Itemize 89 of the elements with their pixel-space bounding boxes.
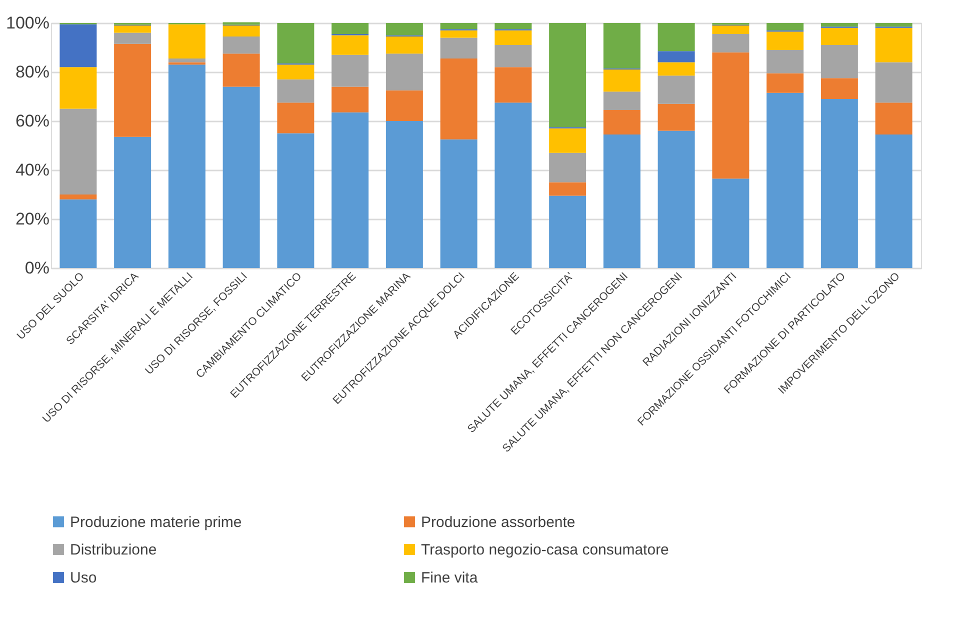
bar <box>766 32 804 50</box>
bar <box>549 182 586 196</box>
bar <box>494 23 532 30</box>
bar <box>603 70 640 92</box>
bar <box>494 30 532 46</box>
y-tick-label: 100% <box>6 14 50 32</box>
y-tick-label: 80% <box>15 62 50 82</box>
bar <box>168 58 206 62</box>
bar <box>875 62 912 103</box>
bar <box>60 67 97 109</box>
legend-label: Fine vita <box>421 570 478 586</box>
bar <box>440 23 478 30</box>
bar <box>875 23 912 27</box>
bar <box>277 23 314 64</box>
bar <box>875 102 912 134</box>
bar <box>386 90 423 121</box>
bar <box>222 54 260 87</box>
bar <box>168 62 206 65</box>
legend-label: Distribuzione <box>70 542 157 558</box>
bar <box>277 64 314 80</box>
bar <box>114 136 152 268</box>
bar <box>712 52 750 179</box>
bar <box>60 108 97 194</box>
bar <box>875 134 912 268</box>
bar <box>766 73 804 93</box>
bar <box>549 23 586 128</box>
bar <box>875 28 912 62</box>
bar <box>494 67 532 103</box>
bar <box>440 139 478 268</box>
bar <box>603 92 640 110</box>
bar <box>820 45 858 78</box>
bar <box>277 79 314 103</box>
bar <box>332 35 369 55</box>
bar <box>277 133 314 268</box>
bar <box>712 34 750 52</box>
bar <box>820 78 858 99</box>
bar <box>332 23 369 34</box>
bar <box>60 194 97 200</box>
bar <box>386 121 423 268</box>
bar <box>820 23 858 27</box>
bar <box>766 92 804 268</box>
bar <box>114 25 152 33</box>
bar <box>494 45 532 68</box>
bar <box>766 23 804 30</box>
bar <box>332 86 369 112</box>
bar <box>440 58 478 140</box>
bar <box>114 44 152 137</box>
bar <box>712 25 750 34</box>
bar <box>603 23 640 68</box>
legend-label: Produzione assorbente <box>421 514 576 531</box>
bar <box>766 50 804 74</box>
bar <box>658 51 695 62</box>
y-tick-label: 40% <box>15 160 50 180</box>
bar <box>440 30 478 38</box>
bar <box>168 24 206 59</box>
bar <box>60 24 97 68</box>
legend-label: Trasporto negozio-casa consumatore <box>421 542 669 558</box>
bar <box>332 54 369 87</box>
bar <box>494 102 532 268</box>
bar <box>386 36 423 54</box>
bar <box>332 112 369 268</box>
bar <box>440 38 478 59</box>
bar <box>820 28 858 46</box>
bar <box>222 86 260 268</box>
bar <box>114 32 152 44</box>
bar <box>222 36 260 54</box>
legend-label: Uso <box>70 570 97 586</box>
bar <box>60 199 97 268</box>
bar <box>658 23 695 52</box>
bar <box>277 102 314 134</box>
bar <box>549 128 586 153</box>
bar <box>603 134 640 268</box>
bar <box>603 110 640 134</box>
bar <box>658 130 695 268</box>
bar <box>168 64 206 268</box>
y-tick-label: 20% <box>15 210 50 228</box>
bar <box>386 54 423 90</box>
bar <box>549 152 586 182</box>
bar <box>820 98 858 268</box>
bar <box>712 178 750 268</box>
bar <box>549 196 586 268</box>
y-tick-label: 60% <box>15 112 50 130</box>
bar <box>658 62 695 76</box>
bar <box>658 104 695 131</box>
bar <box>386 23 423 36</box>
y-tick-label: 0% <box>24 258 50 278</box>
bar <box>222 25 260 36</box>
legend-label: Produzione materie prime <box>70 514 242 531</box>
bar <box>658 76 695 104</box>
